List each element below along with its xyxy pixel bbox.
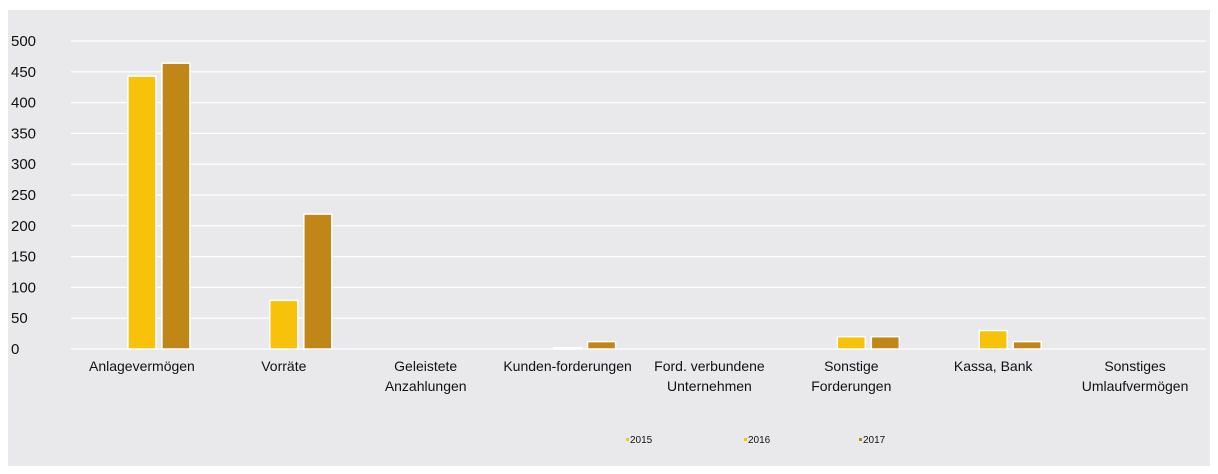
chart-panel: 0 50 100 150 200 250 300 350 400 450 500 Anlageverm…	[8, 10, 1210, 466]
y-tick-label: 300	[11, 156, 36, 173]
x-category-label: Anlagevermögen	[89, 358, 195, 374]
bar-2017	[586, 340, 617, 350]
x-category-label: Sonstige	[824, 358, 879, 374]
y-tick-label: 350	[11, 125, 36, 142]
bar-2017	[303, 213, 333, 350]
legend-swatch	[626, 438, 629, 441]
legend-label: 2015	[630, 435, 653, 446]
x-category-label: Anzahlungen	[385, 378, 467, 394]
x-category-label: Umlaufvermögen	[1082, 378, 1189, 394]
y-tick-label: 100	[11, 279, 36, 296]
y-tick-label: 200	[11, 218, 36, 235]
x-category-label: Forderungen	[811, 378, 891, 394]
x-category-label: Kassa, Bank	[954, 358, 1034, 374]
y-tick-label: 500	[11, 33, 36, 50]
x-category-label: Ford. verbundene	[654, 358, 765, 374]
legend-swatch	[744, 438, 747, 441]
bar-2016	[269, 299, 299, 350]
bar-2017	[870, 335, 901, 350]
y-tick-label: 50	[11, 310, 28, 327]
bar-2016	[978, 329, 1008, 350]
bar-2016	[552, 347, 583, 350]
x-category-label: Geleistete	[394, 358, 457, 374]
y-tick-label: 450	[11, 64, 36, 81]
y-tick-label: 400	[11, 95, 36, 112]
bar-2016	[127, 75, 157, 350]
x-category-label: Sonstiges	[1104, 358, 1165, 374]
x-category-label: Kunden-forderungen	[503, 358, 631, 374]
legend-label: 2017	[863, 435, 886, 446]
legend-label: 2016	[748, 435, 771, 446]
x-category-label: Vorräte	[261, 358, 306, 374]
y-tick-label: 0	[11, 341, 19, 358]
bar-chart: 0 50 100 150 200 250 300 350 400 450 500 Anlageverm…	[11, 33, 1206, 446]
x-category-label: Unternehmen	[667, 378, 752, 394]
y-tick-label: 250	[11, 187, 36, 204]
bar-2016	[836, 335, 867, 350]
bar-2017	[1012, 340, 1042, 350]
y-tick-label: 150	[11, 249, 36, 266]
legend-swatch	[859, 438, 862, 441]
bar-2017	[161, 62, 191, 350]
